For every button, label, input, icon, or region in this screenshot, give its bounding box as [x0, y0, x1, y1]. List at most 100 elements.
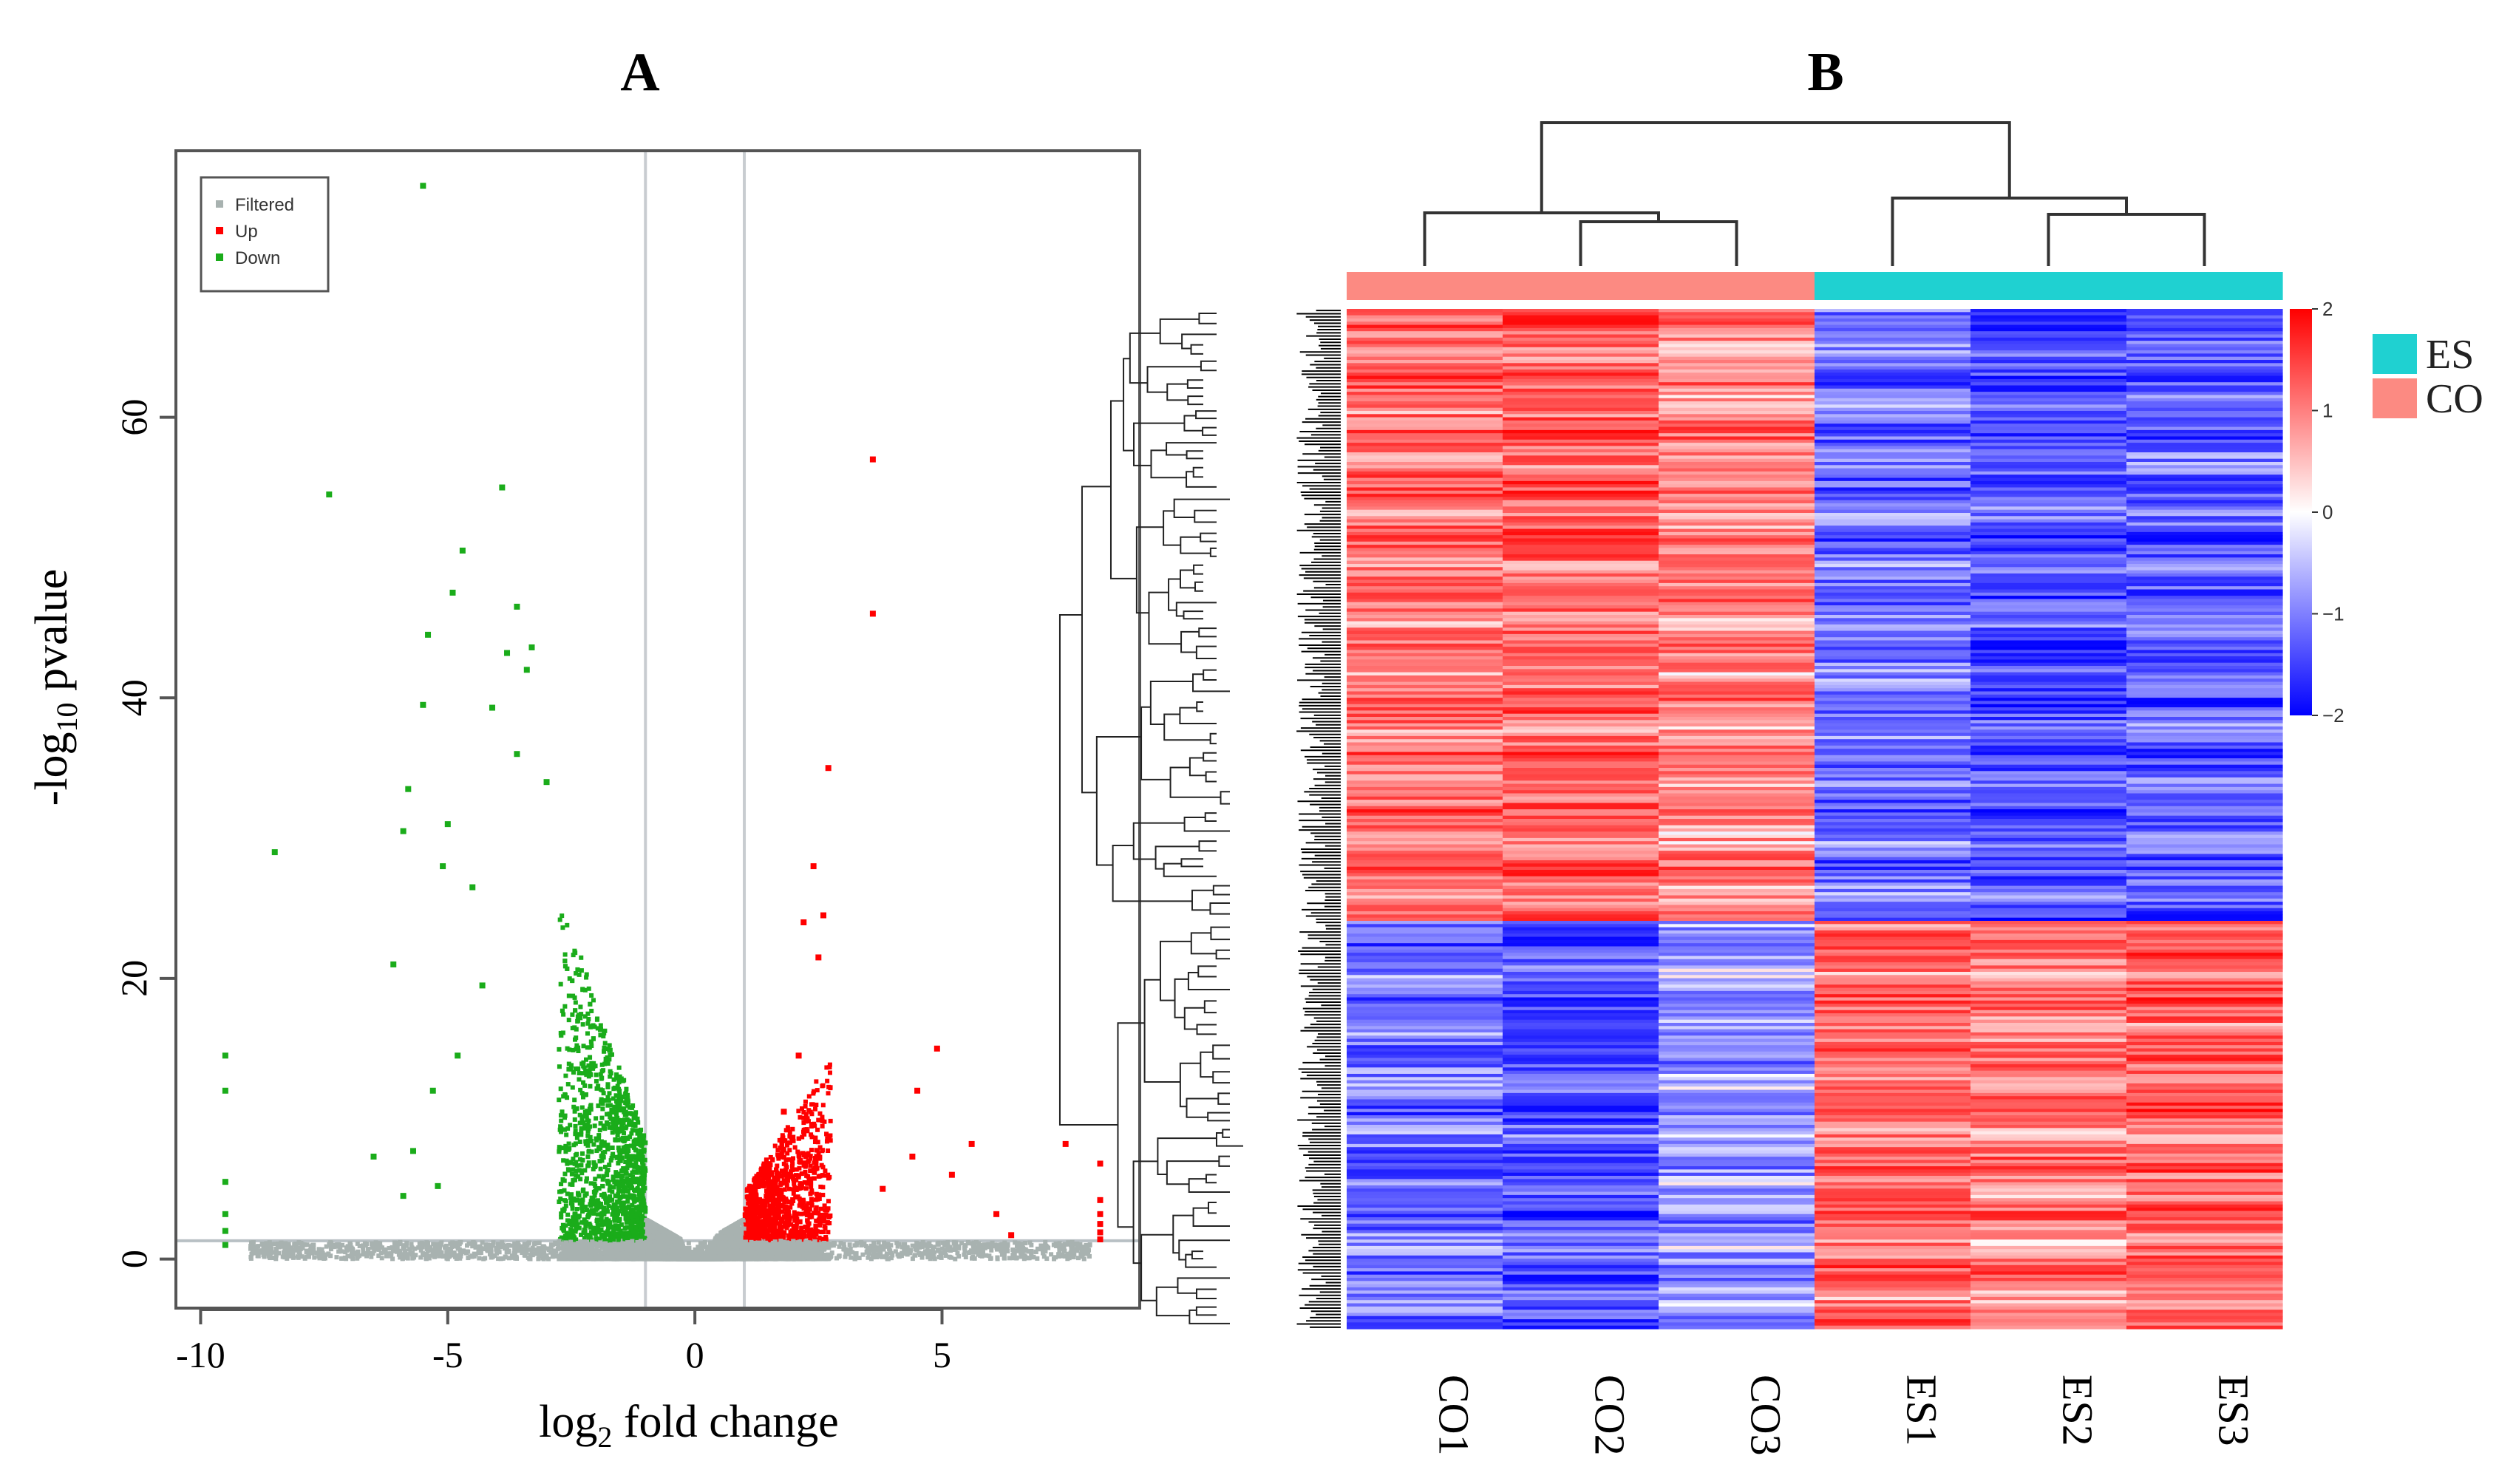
cloud-point — [808, 1163, 813, 1168]
cloud-point — [565, 1161, 570, 1166]
cloud-point — [611, 1185, 616, 1190]
cloud-point — [643, 1228, 648, 1233]
cloud-point — [625, 1144, 630, 1149]
cloud-point — [809, 1202, 815, 1208]
cloud-point — [779, 1168, 784, 1174]
cloud-point — [566, 1018, 571, 1023]
cloud-point — [622, 1117, 627, 1123]
cloud-point — [571, 1157, 576, 1162]
cloud-point — [570, 1206, 575, 1211]
cloud-point — [744, 1224, 749, 1229]
cloud-point — [771, 1219, 776, 1225]
cloud-point — [787, 1148, 792, 1153]
cloud-point — [623, 1185, 628, 1190]
cloud-point — [562, 1198, 567, 1203]
cloud-point — [767, 1166, 772, 1171]
cloud-point — [608, 1194, 613, 1199]
cloud-point — [642, 1157, 647, 1163]
cloud-point — [594, 1086, 599, 1091]
cloud-point — [823, 1235, 829, 1240]
cloud-point — [573, 1123, 578, 1129]
cloud-point — [601, 1207, 606, 1212]
cloud-point — [794, 1224, 799, 1229]
cloud-point — [805, 1228, 810, 1233]
cloud-point — [577, 1120, 582, 1126]
cloud-point — [584, 1208, 589, 1213]
cloud-point — [564, 1158, 569, 1163]
cloud-point — [581, 1095, 586, 1100]
cloud-point — [573, 1153, 578, 1158]
cloud-point — [826, 1148, 831, 1154]
cloud-point — [817, 1156, 823, 1161]
cloud-point — [640, 1178, 645, 1183]
cloud-point — [816, 1211, 821, 1216]
cloud-point — [569, 1198, 574, 1203]
cloud-point — [814, 1205, 819, 1210]
cloud-point — [828, 1133, 833, 1138]
cloud-point — [579, 1205, 585, 1211]
cloud-point — [791, 1178, 796, 1183]
cloud-point — [570, 1085, 575, 1090]
cloud-point — [636, 1220, 642, 1225]
cloud-point — [786, 1233, 791, 1238]
cloud-point — [591, 998, 596, 1003]
cloud-point — [789, 1231, 794, 1236]
cloud-point — [567, 1222, 572, 1227]
cloud-point — [562, 1004, 568, 1009]
cloud-point — [624, 1112, 629, 1117]
cloud-point — [826, 1199, 831, 1204]
cloud-point — [623, 1216, 628, 1221]
cloud-point — [582, 1014, 588, 1019]
cloud-point — [813, 1208, 818, 1213]
cloud-point — [577, 1139, 582, 1144]
cloud-point — [769, 1179, 774, 1184]
cloud-point — [778, 1222, 783, 1228]
cloud-point — [616, 1146, 621, 1151]
cloud-point — [575, 1014, 580, 1019]
cloud-point — [587, 1068, 592, 1073]
cloud-point — [584, 972, 589, 977]
cloud-point — [790, 1161, 795, 1166]
cloud-point — [605, 1146, 611, 1151]
cloud-point — [605, 1103, 611, 1108]
cloud-point — [620, 1095, 625, 1100]
cloud-point — [603, 1196, 608, 1201]
cloud-point — [822, 1203, 827, 1208]
cloud-point — [579, 1105, 585, 1110]
cloud-point — [806, 1094, 812, 1099]
cloud-point — [791, 1156, 796, 1161]
cloud-point — [784, 1183, 789, 1188]
cloud-point — [592, 1123, 597, 1129]
cloud-point — [558, 1197, 563, 1202]
cloud-point — [596, 1103, 601, 1109]
cloud-point — [820, 1185, 826, 1190]
cloud-point — [773, 1201, 778, 1206]
cloud-point — [564, 1132, 569, 1137]
cloud-point — [599, 1097, 604, 1102]
cloud-point — [588, 1139, 594, 1144]
cloud-point — [589, 993, 594, 998]
cloud-point — [815, 1140, 820, 1145]
cloud-point — [744, 1194, 749, 1199]
cloud-point — [591, 1160, 596, 1165]
cloud-point — [561, 1094, 566, 1099]
cloud-point — [593, 1063, 598, 1069]
cloud-point — [621, 1194, 626, 1199]
cloud-point — [633, 1110, 639, 1115]
cloud-point — [610, 1146, 615, 1151]
cloud-point — [574, 971, 579, 976]
cloud-point — [820, 1192, 826, 1197]
cloud-point — [764, 1162, 769, 1167]
cloud-point — [605, 1061, 611, 1066]
cloud-point — [574, 1135, 579, 1140]
cloud-point — [631, 1227, 636, 1232]
cloud-point — [610, 1189, 615, 1194]
cloud-point — [572, 995, 577, 1000]
cloud-point — [624, 1124, 629, 1129]
cloud-point — [795, 1149, 800, 1154]
cloud-point — [779, 1190, 784, 1195]
cloud-point — [780, 1133, 785, 1138]
cloud-point — [594, 1072, 599, 1078]
cloud-point — [611, 1208, 616, 1214]
